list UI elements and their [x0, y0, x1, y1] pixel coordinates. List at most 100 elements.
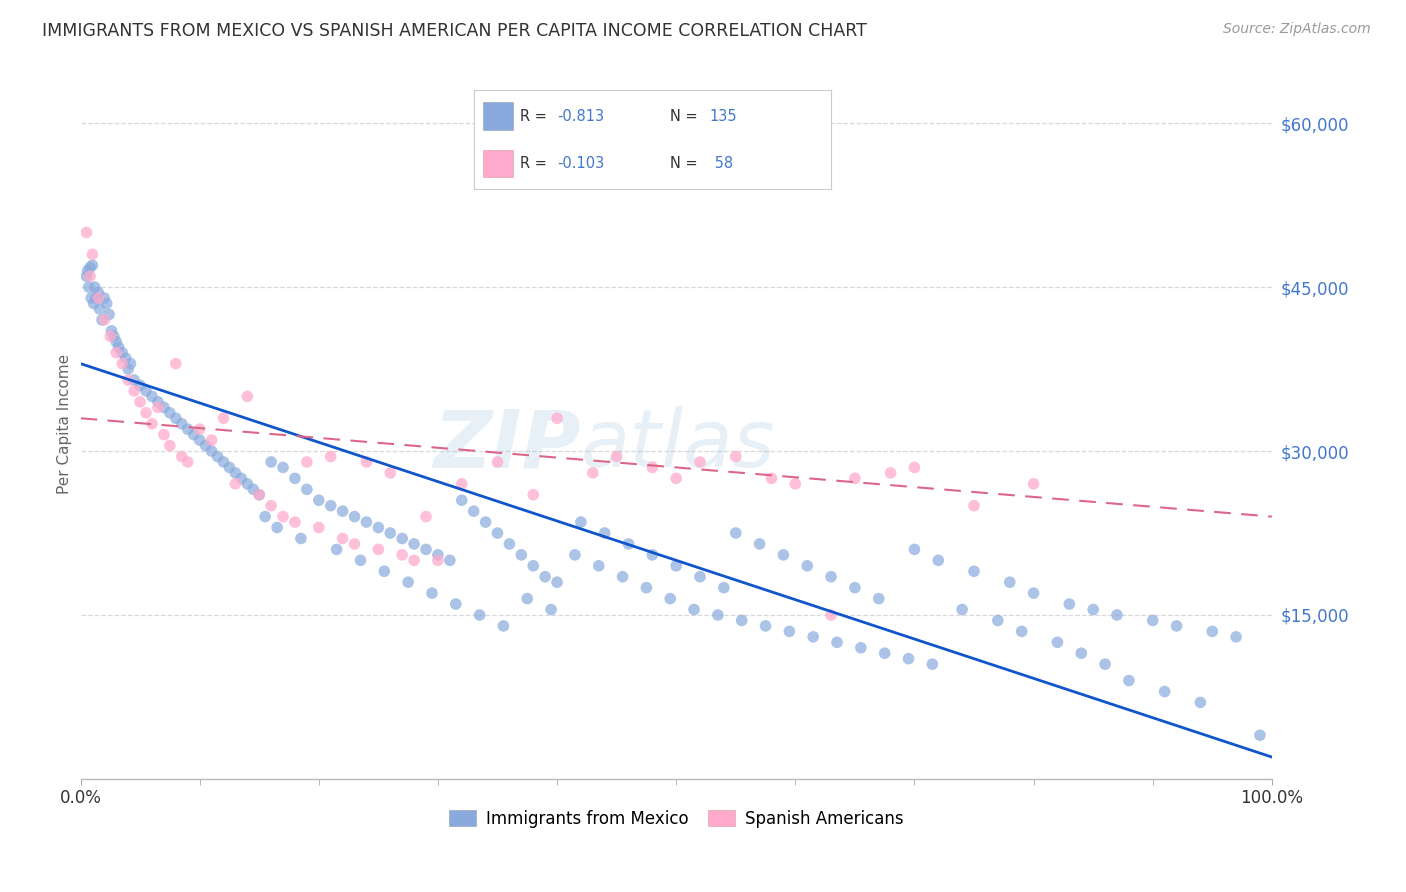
- Point: [849, 640, 872, 655]
- Point: [426, 553, 449, 567]
- Point: [308, 493, 330, 508]
- Point: [188, 422, 211, 436]
- Point: [356, 455, 378, 469]
- Point: [105, 334, 128, 349]
- Point: [308, 520, 330, 534]
- Point: [135, 384, 157, 398]
- Point: [665, 471, 688, 485]
- Point: [1011, 624, 1033, 639]
- Point: [844, 581, 866, 595]
- Point: [569, 515, 592, 529]
- Point: [903, 542, 925, 557]
- Point: [165, 411, 187, 425]
- Point: [903, 460, 925, 475]
- Point: [295, 455, 318, 469]
- Point: [170, 417, 193, 431]
- Point: [224, 466, 246, 480]
- Point: [415, 509, 437, 524]
- Point: [987, 614, 1010, 628]
- Point: [1249, 728, 1271, 742]
- Point: [486, 526, 509, 541]
- Point: [391, 532, 413, 546]
- Point: [868, 591, 890, 606]
- Point: [1059, 597, 1081, 611]
- Point: [87, 285, 110, 300]
- Point: [1022, 586, 1045, 600]
- Point: [844, 471, 866, 485]
- Point: [319, 499, 342, 513]
- Point: [83, 296, 105, 310]
- Point: [82, 258, 104, 272]
- Point: [319, 450, 342, 464]
- Point: [1201, 624, 1223, 639]
- Point: [153, 427, 176, 442]
- Point: [117, 362, 139, 376]
- Point: [772, 548, 794, 562]
- Point: [748, 537, 770, 551]
- Legend: Immigrants from Mexico, Spanish Americans: Immigrants from Mexico, Spanish American…: [443, 803, 910, 835]
- Point: [713, 581, 735, 595]
- Point: [404, 537, 426, 551]
- Point: [332, 504, 354, 518]
- Point: [801, 630, 824, 644]
- Point: [135, 406, 157, 420]
- Point: [444, 597, 467, 611]
- Point: [1142, 614, 1164, 628]
- Point: [89, 301, 111, 316]
- Text: atlas: atlas: [581, 406, 776, 484]
- Point: [165, 357, 187, 371]
- Point: [77, 280, 100, 294]
- Point: [212, 411, 235, 425]
- Text: Source: ZipAtlas.com: Source: ZipAtlas.com: [1223, 22, 1371, 37]
- Point: [271, 509, 294, 524]
- Point: [450, 476, 472, 491]
- Point: [177, 455, 200, 469]
- Point: [91, 313, 114, 327]
- Point: [921, 657, 943, 672]
- Point: [343, 537, 366, 551]
- Point: [420, 586, 443, 600]
- Point: [146, 401, 169, 415]
- Point: [1166, 619, 1188, 633]
- Text: ZIP: ZIP: [433, 406, 581, 484]
- Point: [231, 471, 253, 485]
- Point: [522, 488, 544, 502]
- Point: [641, 460, 664, 475]
- Point: [665, 558, 688, 573]
- Point: [510, 548, 533, 562]
- Point: [724, 526, 747, 541]
- Point: [689, 455, 711, 469]
- Point: [188, 433, 211, 447]
- Point: [146, 395, 169, 409]
- Point: [873, 646, 896, 660]
- Point: [218, 460, 240, 475]
- Y-axis label: Per Capita Income: Per Capita Income: [58, 353, 72, 494]
- Point: [79, 260, 101, 275]
- Point: [564, 548, 586, 562]
- Point: [122, 373, 145, 387]
- Point: [260, 455, 283, 469]
- Point: [897, 651, 920, 665]
- Point: [785, 476, 807, 491]
- Point: [450, 493, 472, 508]
- Point: [1094, 657, 1116, 672]
- Point: [1022, 476, 1045, 491]
- Point: [117, 373, 139, 387]
- Point: [546, 411, 568, 425]
- Point: [404, 553, 426, 567]
- Point: [588, 558, 610, 573]
- Point: [129, 378, 152, 392]
- Point: [825, 635, 848, 649]
- Point: [534, 570, 557, 584]
- Point: [486, 455, 509, 469]
- Point: [641, 548, 664, 562]
- Point: [396, 575, 419, 590]
- Point: [1118, 673, 1140, 688]
- Point: [998, 575, 1021, 590]
- Point: [356, 515, 378, 529]
- Point: [754, 619, 776, 633]
- Point: [159, 439, 181, 453]
- Point: [194, 439, 217, 453]
- Point: [83, 280, 105, 294]
- Point: [107, 340, 129, 354]
